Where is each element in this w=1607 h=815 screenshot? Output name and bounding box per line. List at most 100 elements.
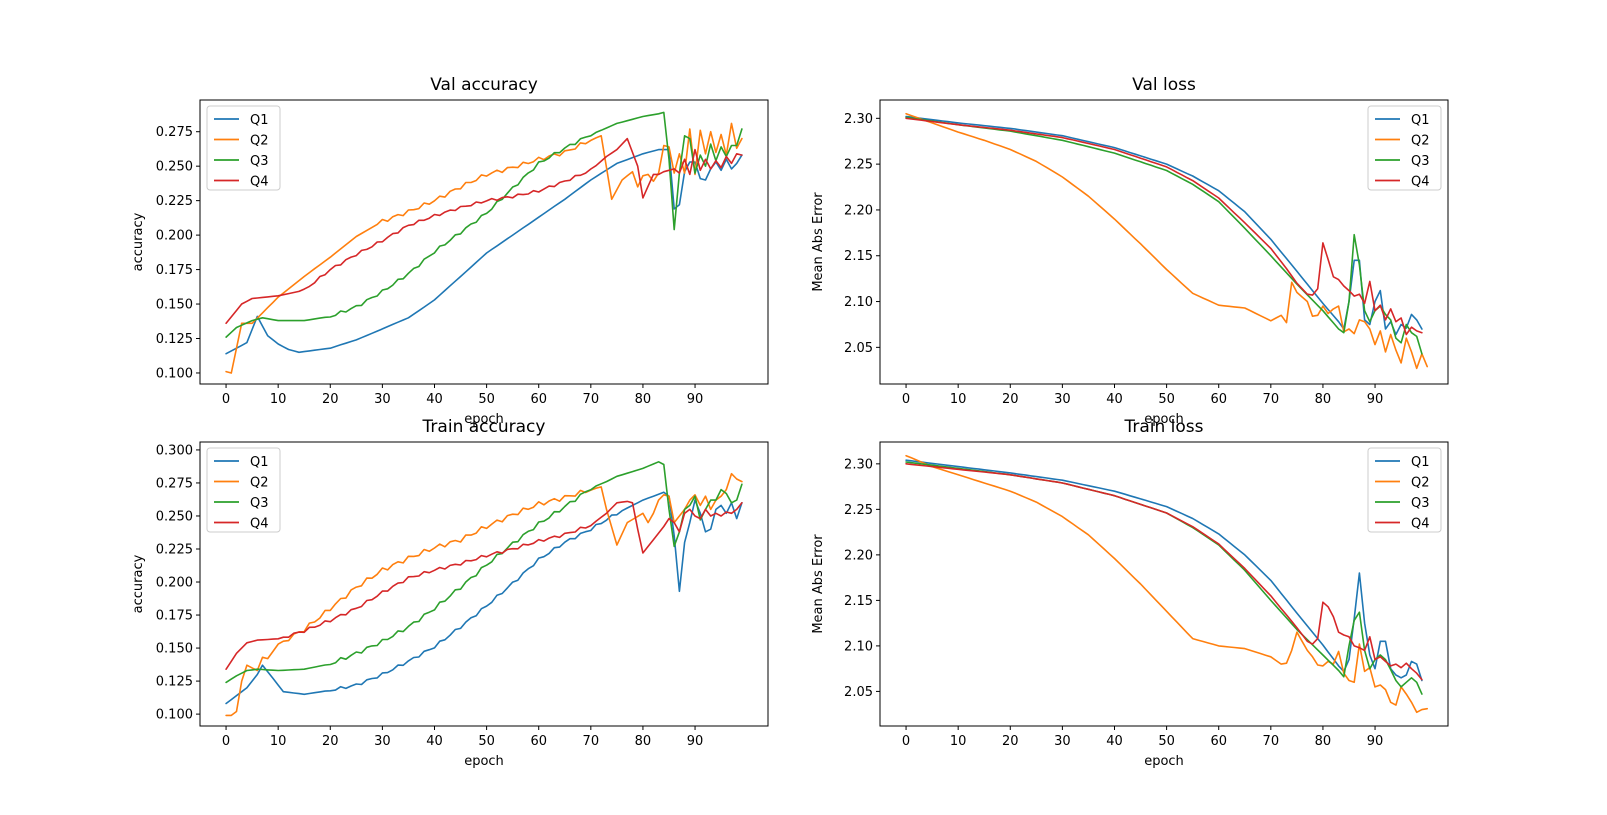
y-axis-label: Mean Abs Error: [811, 192, 826, 292]
legend-box: [1367, 447, 1442, 533]
legend: Q1 Q2 Q3 Q4: [1367, 447, 1442, 533]
plot-frame: [879, 99, 1449, 385]
legend: Q1 Q2 Q3 Q4: [206, 447, 281, 533]
legend-box: [1367, 105, 1442, 191]
chart-title: Train accuracy: [422, 417, 546, 437]
legend: Q1 Q2 Q3 Q4: [1367, 105, 1442, 191]
x-tick-label: 10: [270, 734, 287, 749]
tick-group: 0 10 20 30 40 50 60 70 80 90 0.100 0.125 0.150 0.175 0…: [156, 125, 704, 407]
chart-title: Val accuracy: [430, 75, 538, 95]
plot-frame: [199, 441, 769, 727]
legend-label: Q3: [1411, 154, 1430, 169]
x-tick-label: 20: [322, 392, 339, 407]
x-tick-label: 60: [530, 392, 547, 407]
legend-label: Q1: [1411, 113, 1430, 128]
legend-label: Q2: [1411, 476, 1430, 491]
x-tick-label: 40: [426, 734, 443, 749]
x-axis-label: epoch: [464, 754, 504, 769]
x-axis-label: epoch: [1144, 412, 1184, 427]
x-tick-label: 90: [1367, 392, 1384, 407]
x-tick-label: 80: [635, 734, 652, 749]
y-tick-label: 0.150: [156, 642, 193, 657]
x-tick-label: 40: [1106, 392, 1123, 407]
legend-label: Q3: [250, 496, 269, 511]
y-tick-label: 0.300: [156, 443, 193, 458]
legend: Q1 Q2 Q3 Q4: [206, 105, 281, 191]
x-tick-label: 0: [222, 392, 230, 407]
legend-label: Q2: [250, 134, 269, 149]
y-tick-label: 2.10: [844, 295, 873, 310]
legend-box: [206, 105, 281, 191]
x-tick-label: 40: [426, 392, 443, 407]
legend-label: Q3: [1411, 496, 1430, 511]
tick-group: 0 10 20 30 40 50 60 70 80 90 2.05 2.10 2.15 2.20 2.25 2…: [844, 112, 1383, 407]
plot-frame: [879, 441, 1449, 727]
series-line-q4: [225, 137, 743, 325]
series-line-q2: [225, 472, 743, 717]
y-tick-label: 0.275: [156, 125, 193, 140]
x-tick-label: 50: [478, 392, 495, 407]
x-tick-label: 80: [635, 392, 652, 407]
series-line-q2: [905, 112, 1428, 370]
tick-group: 0 10 20 30 40 50 60 70 80 90 2.05 2.10 2.15 2.20 2.25 2…: [844, 457, 1383, 749]
series-line-q1: [905, 459, 1423, 682]
y-tick-label: 0.125: [156, 332, 193, 347]
legend-label: Q4: [250, 175, 269, 190]
y-axis-label: Mean Abs Error: [811, 534, 826, 634]
x-tick-label: 70: [1263, 392, 1280, 407]
y-tick-label: 0.200: [156, 229, 193, 244]
legend-label: Q4: [250, 517, 269, 532]
subplot-val-accuracy: Val accuracy epoch accuracy 0 10 20 30 40 50 6…: [131, 75, 769, 427]
x-tick-label: 30: [1054, 734, 1071, 749]
x-tick-label: 10: [950, 392, 967, 407]
subplot-train-loss: Train loss epoch Mean Abs Error 0 10 20 30 4…: [811, 417, 1449, 769]
y-tick-label: 0.175: [156, 263, 193, 278]
legend-box: [206, 447, 281, 533]
series-line-q1: [905, 115, 1423, 336]
chart-title: Train loss: [1123, 417, 1203, 437]
x-tick-label: 70: [583, 392, 600, 407]
series-lines: [905, 454, 1428, 714]
x-tick-label: 20: [1002, 734, 1019, 749]
x-tick-label: 80: [1315, 392, 1332, 407]
x-tick-label: 40: [1106, 734, 1123, 749]
x-tick-label: 60: [1210, 392, 1227, 407]
x-axis-label: epoch: [1144, 754, 1184, 769]
plot-frame: [199, 99, 769, 385]
y-tick-label: 2.15: [844, 249, 873, 264]
y-tick-label: 2.10: [844, 639, 873, 654]
x-tick-label: 70: [583, 734, 600, 749]
y-tick-label: 2.25: [844, 503, 873, 518]
x-tick-label: 10: [270, 392, 287, 407]
series-line-q1: [225, 148, 743, 355]
y-tick-label: 2.30: [844, 457, 873, 472]
y-tick-label: 0.250: [156, 160, 193, 175]
x-tick-label: 20: [1002, 392, 1019, 407]
y-tick-label: 0.225: [156, 194, 193, 209]
legend-label: Q4: [1411, 175, 1430, 190]
x-tick-label: 60: [1210, 734, 1227, 749]
legend-label: Q2: [250, 476, 269, 491]
x-tick-label: 90: [687, 392, 704, 407]
x-tick-label: 10: [950, 734, 967, 749]
y-tick-label: 0.225: [156, 542, 193, 557]
series-lines: [905, 112, 1428, 370]
y-tick-label: 0.150: [156, 298, 193, 313]
legend-label: Q1: [1411, 455, 1430, 470]
x-tick-label: 0: [902, 392, 910, 407]
y-tick-label: 2.25: [844, 158, 873, 173]
legend-label: Q1: [250, 455, 269, 470]
y-tick-label: 0.125: [156, 675, 193, 690]
series-line-q2: [905, 454, 1428, 714]
y-tick-label: 0.200: [156, 576, 193, 591]
x-tick-label: 30: [1054, 392, 1071, 407]
y-axis-label: accuracy: [131, 212, 146, 271]
x-tick-label: 60: [530, 734, 547, 749]
y-tick-label: 2.20: [844, 548, 873, 563]
legend-label: Q3: [250, 154, 269, 169]
x-axis-label: epoch: [464, 412, 504, 427]
x-tick-label: 0: [902, 734, 910, 749]
y-tick-label: 2.05: [844, 341, 873, 356]
x-tick-label: 90: [687, 734, 704, 749]
